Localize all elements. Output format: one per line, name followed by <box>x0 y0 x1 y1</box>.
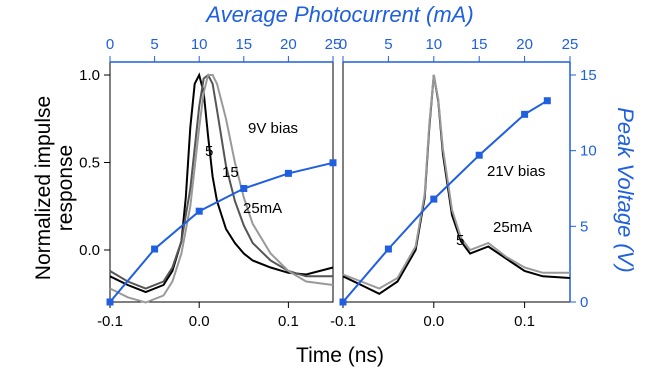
peak-voltage-marker <box>240 185 248 192</box>
plot-frame <box>342 61 571 303</box>
top-axis-title: Average Photocurrent (mA) <box>204 2 473 27</box>
top-tick-label: 25 <box>562 36 579 53</box>
annotation-25ma: 25mA <box>243 200 282 217</box>
left-axis-title-line1: Normalized impulse <box>32 96 55 280</box>
peak-voltage-marker <box>543 97 551 105</box>
annotation-bias: 21V bias <box>487 163 545 180</box>
peak-voltage-marker <box>521 110 529 118</box>
left-panel: -0.1 0.0 0.1 0 5 10 15 20 25 1.0 0.5 0.0 9V bias 5 15 2… <box>79 36 341 330</box>
peak-voltage-marker <box>284 169 292 177</box>
annotation-15: 15 <box>222 164 239 181</box>
y-tick-label: 1.0 <box>79 67 100 84</box>
x-tick-label: -0.1 <box>97 313 123 330</box>
peak-voltage-line <box>109 161 334 303</box>
annotation-5: 5 <box>205 143 213 160</box>
x-tick-label: 0.0 <box>423 313 444 330</box>
right-tick-label: 10 <box>580 143 597 160</box>
top-tick-label: 10 <box>425 36 442 53</box>
top-tick-label: 0 <box>106 36 114 53</box>
x-tick-label: -0.1 <box>330 313 356 330</box>
peak-voltage-marker <box>339 298 347 306</box>
impulse-series-3 <box>109 74 334 304</box>
peak-voltage-marker <box>151 245 159 253</box>
top-tick-label: 20 <box>280 36 297 53</box>
top-tick-label: 20 <box>516 36 533 53</box>
x-tick-label: 0.1 <box>514 313 535 330</box>
annotation-25ma: 25mA <box>493 219 532 236</box>
x-tick-label: 0.0 <box>189 313 210 330</box>
peak-voltage-marker <box>106 298 114 306</box>
top-tick-label: 5 <box>384 36 392 53</box>
top-tick-label: 15 <box>235 36 252 53</box>
right-tick-label: 5 <box>580 218 588 235</box>
peak-voltage-marker <box>329 159 337 167</box>
left-axis-title-line2: response <box>54 145 77 231</box>
y-tick-label: 0.0 <box>79 242 100 259</box>
peak-voltage-marker <box>195 207 203 215</box>
impulse-series-1 <box>109 72 334 294</box>
peak-voltage-marker <box>475 151 483 159</box>
right-tick-label: 0 <box>580 294 588 311</box>
impulse-series-2 <box>109 73 333 290</box>
annotation-5: 5 <box>456 232 464 249</box>
top-tick-label: 10 <box>191 36 208 53</box>
top-tick-label: 5 <box>150 36 158 53</box>
top-tick-label: 25 <box>325 36 342 53</box>
top-tick-label: 15 <box>471 36 488 53</box>
peak-voltage-line <box>342 99 548 303</box>
right-tick-label: 15 <box>580 67 597 84</box>
x-axis-title: Time (ns) <box>296 344 384 367</box>
y-tick-label: 0.5 <box>79 155 100 172</box>
peak-voltage-marker <box>384 245 392 253</box>
annotation-bias: 9V bias <box>248 120 298 137</box>
top-tick-label: 0 <box>339 36 347 53</box>
x-tick-label: 0.1 <box>278 313 299 330</box>
impulse-series-2 <box>342 74 570 290</box>
right-axis-title: Peak Voltage (V) <box>613 107 638 273</box>
peak-voltage-marker <box>430 195 438 203</box>
